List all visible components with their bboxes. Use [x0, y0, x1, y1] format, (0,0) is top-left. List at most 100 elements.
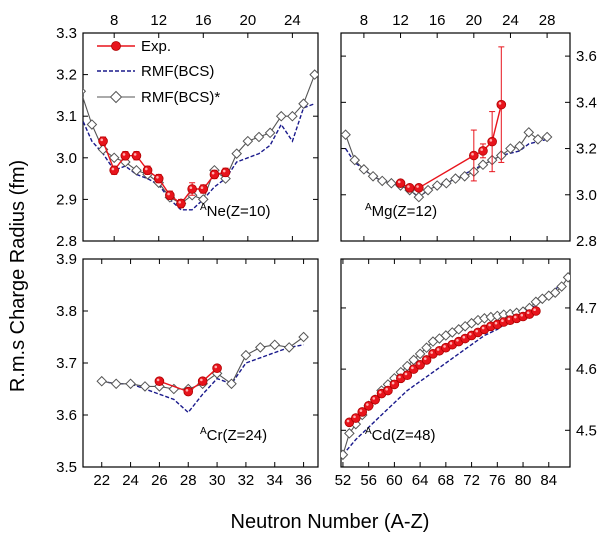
- exp-point: [120, 150, 131, 161]
- exp-point-highlight: [501, 319, 504, 323]
- diamond-point: [287, 110, 298, 122]
- series-line-exp: [349, 310, 537, 423]
- diamond-point: [477, 159, 489, 171]
- x-tick-label: 16: [195, 12, 212, 29]
- exp-point-highlight: [498, 102, 502, 105]
- diamond-point: [562, 272, 570, 283]
- diamond-point: [413, 191, 425, 203]
- diamond-point: [422, 184, 434, 196]
- exp-point: [478, 146, 488, 156]
- x-tick-label: 22: [93, 472, 110, 489]
- diamond-point: [275, 110, 287, 122]
- exp-point: [395, 178, 406, 189]
- y-tick-label: 3.1: [56, 108, 77, 125]
- exp-point: [496, 99, 507, 110]
- x-tick-label: 68: [438, 472, 455, 489]
- exp-point-highlight: [222, 169, 226, 173]
- y-axis-label: R.m.s Charge Radius (fm): [7, 160, 29, 392]
- diamond-point: [96, 375, 108, 387]
- exp-point-highlight: [366, 403, 369, 406]
- exp-point-highlight: [391, 381, 395, 385]
- exp-point-highlight: [430, 351, 433, 354]
- exp-point-highlight: [214, 365, 218, 369]
- exp-point: [469, 150, 479, 161]
- diamond-point: [505, 143, 516, 154]
- y-tick-label: 3.0: [56, 150, 77, 167]
- panel-label: AMg(Z=12): [365, 202, 437, 220]
- diamond-point: [108, 152, 120, 164]
- series-dashed: [101, 344, 304, 414]
- diamond-point: [556, 281, 567, 292]
- exp-point-highlight: [156, 378, 160, 382]
- exp-point-highlight: [407, 185, 410, 188]
- legend: Exp. RMF(BCS) RMF(BCS)*: [97, 38, 220, 106]
- exp-point-highlight: [494, 321, 498, 325]
- exp-point-highlight: [449, 342, 453, 345]
- exp-point-highlight: [185, 389, 189, 392]
- diamond-point: [441, 177, 452, 189]
- panel-ne: 8 12 16 20 24 2.8 2.9 3.0 3.1 3.2 3.3 ANe(Z=10): [56, 12, 319, 250]
- exp-point-highlight: [514, 315, 517, 319]
- diamond-point: [269, 339, 281, 351]
- exp-point: [165, 190, 175, 201]
- diamond-point: [86, 119, 98, 130]
- exp-point: [198, 184, 209, 194]
- diamond-point: [264, 127, 276, 139]
- exp-point-highlight: [507, 317, 511, 321]
- series-line-exp: [400, 104, 502, 189]
- series-dashed: [342, 282, 563, 456]
- exp-point: [131, 150, 142, 161]
- diamond-point: [367, 170, 379, 182]
- y-tick-label: 4.7: [576, 300, 597, 317]
- exp-point: [414, 183, 424, 193]
- diamond-point: [309, 69, 318, 80]
- exp-point-highlight: [475, 329, 479, 333]
- diamond-point: [532, 134, 544, 145]
- y-tick-label: 3.6: [576, 48, 597, 65]
- diamond-point: [414, 348, 426, 360]
- x-tick-label: 72: [463, 472, 480, 489]
- exp-point-highlight: [359, 409, 363, 412]
- exp-point-highlight: [480, 148, 483, 151]
- panel-label: ACd(Z=48): [365, 426, 435, 444]
- exp-point-highlight: [423, 357, 427, 360]
- legend-exp-marker: [111, 41, 121, 51]
- exp-point: [212, 363, 222, 374]
- diamond-point: [431, 180, 443, 191]
- legend-item-rmf: RMF(BCS): [97, 63, 214, 80]
- diamond-point: [253, 131, 265, 143]
- diamond-point: [255, 342, 266, 353]
- exp-point-highlight: [372, 397, 376, 400]
- y-tick-label: 3.0: [576, 187, 597, 204]
- series-exp: [344, 306, 541, 428]
- y-tick-label: 3.3: [56, 25, 77, 42]
- exp-point-highlight: [398, 375, 401, 379]
- panel-label: ANe(Z=10): [200, 202, 270, 220]
- plot-area: [341, 272, 570, 461]
- exp-point-highlight: [385, 387, 388, 391]
- exp-point: [176, 198, 186, 209]
- diamond-point: [541, 131, 553, 143]
- series-line-rmf: [101, 344, 304, 414]
- exp-point: [197, 376, 208, 387]
- exp-point: [153, 173, 164, 184]
- y-tick-label: 2.8: [56, 233, 77, 250]
- exp-point-highlight: [489, 139, 493, 142]
- exp-point-highlight: [189, 186, 193, 189]
- y-tick-label: 3.5: [56, 459, 77, 476]
- y-tick-label: 2.9: [56, 191, 77, 208]
- exp-point-highlight: [167, 192, 170, 196]
- x-axis-label: Neutron Number (A-Z): [231, 511, 430, 533]
- diamond-point: [344, 428, 355, 439]
- y-tick-label: 2.8: [576, 233, 597, 250]
- y-tick-label: 4.6: [576, 361, 597, 378]
- x-tick-label: 76: [489, 472, 506, 489]
- plot-frame: [340, 258, 571, 468]
- diamond-point: [110, 378, 122, 390]
- diamond-point: [298, 98, 309, 110]
- panel-cr: 22 24 26 28 30 32 34 36 3.5 3.6 3.7 3.8 3.9 ACr(Z=24): [56, 251, 319, 489]
- exp-point: [209, 169, 220, 180]
- exp-point-highlight: [520, 313, 524, 317]
- exp-point-highlight: [456, 338, 459, 342]
- exp-point: [220, 167, 231, 178]
